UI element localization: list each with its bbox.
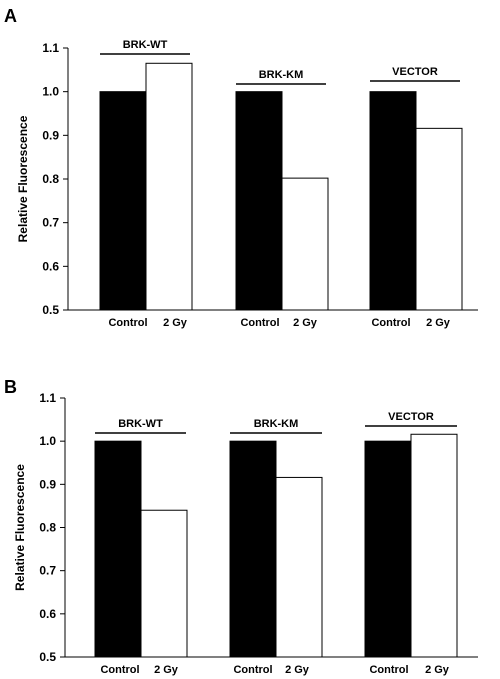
bar-vector-2gy [415, 127, 463, 311]
y-tick-label: 0.5 [39, 650, 56, 664]
y-tick-label: 0.7 [39, 564, 56, 578]
y-tick-label: 0.8 [42, 172, 59, 186]
y-tick-label: 1.0 [39, 434, 56, 448]
bar-brk-km-control [229, 440, 277, 658]
category-label: Control [108, 317, 147, 329]
bar-vector-2gy [410, 433, 458, 658]
group-label: VECTOR [392, 66, 438, 78]
y-tick-label: 0.7 [42, 216, 59, 230]
y-axis-title: Relative Fluorescence [16, 115, 30, 242]
bar-brk-wt-2gy [140, 509, 188, 658]
category-label: 2 Gy [425, 664, 450, 676]
category-label: Control [240, 317, 279, 329]
y-tick-label: 0.6 [39, 607, 56, 621]
category-label: 2 Gy [426, 317, 451, 329]
bar-brk-km-2gy [281, 177, 329, 311]
category-label: Control [371, 317, 410, 329]
y-tick-label: 1.1 [39, 391, 56, 405]
bar-brk-wt-2gy [145, 62, 193, 311]
group-label: BRK-KM [259, 69, 304, 81]
y-tick-label: 1.1 [42, 41, 59, 55]
category-label: 2 Gy [293, 317, 318, 329]
y-axis-title: Relative Fluorescence [13, 464, 27, 591]
bar-brk-km-control [235, 91, 283, 311]
bar-brk-wt-control [94, 440, 142, 658]
y-tick-label: 0.8 [39, 521, 56, 535]
y-tick-label: 0.9 [39, 477, 56, 491]
y-tick-label: 0.5 [42, 303, 59, 317]
y-tick-label: 0.6 [42, 259, 59, 273]
group-label: BRK-KM [254, 418, 299, 430]
category-label: Control [100, 664, 139, 676]
category-label: Control [369, 664, 408, 676]
group-label: VECTOR [388, 411, 434, 423]
group-label: BRK-WT [118, 418, 163, 430]
panel-A-letter: A [4, 6, 17, 26]
category-label: 2 Gy [285, 664, 310, 676]
y-tick-label: 0.9 [42, 128, 59, 142]
bar-vector-control [364, 440, 412, 658]
category-label: Control [233, 664, 272, 676]
bar-brk-km-2gy [275, 476, 323, 658]
category-label: 2 Gy [163, 317, 188, 329]
y-tick-label: 1.0 [42, 85, 59, 99]
group-label: BRK-WT [123, 39, 168, 51]
bar-brk-wt-control [99, 91, 147, 311]
panel-B-letter: B [4, 377, 17, 397]
category-label: 2 Gy [154, 664, 179, 676]
bar-vector-control [369, 91, 417, 311]
